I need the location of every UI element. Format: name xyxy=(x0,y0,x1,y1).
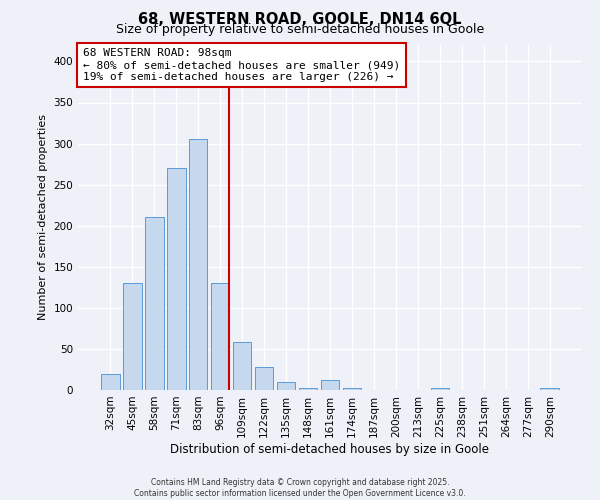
Bar xyxy=(123,283,142,390)
X-axis label: Distribution of semi-detached houses by size in Goole: Distribution of semi-detached houses by … xyxy=(170,442,490,456)
Bar xyxy=(211,283,229,390)
Bar xyxy=(145,218,164,390)
Bar xyxy=(233,342,251,390)
Text: Size of property relative to semi-detached houses in Goole: Size of property relative to semi-detach… xyxy=(116,22,484,36)
Y-axis label: Number of semi-detached properties: Number of semi-detached properties xyxy=(38,114,48,320)
Text: Contains HM Land Registry data © Crown copyright and database right 2025.
Contai: Contains HM Land Registry data © Crown c… xyxy=(134,478,466,498)
Bar xyxy=(189,140,208,390)
Bar xyxy=(277,382,295,390)
Bar xyxy=(431,388,449,390)
Bar xyxy=(101,374,119,390)
Bar xyxy=(541,388,559,390)
Bar xyxy=(320,380,340,390)
Bar xyxy=(299,388,317,390)
Bar xyxy=(343,388,361,390)
Bar xyxy=(255,367,274,390)
Text: 68, WESTERN ROAD, GOOLE, DN14 6QL: 68, WESTERN ROAD, GOOLE, DN14 6QL xyxy=(138,12,462,28)
Bar xyxy=(167,168,185,390)
Text: 68 WESTERN ROAD: 98sqm
← 80% of semi-detached houses are smaller (949)
19% of se: 68 WESTERN ROAD: 98sqm ← 80% of semi-det… xyxy=(83,48,400,82)
